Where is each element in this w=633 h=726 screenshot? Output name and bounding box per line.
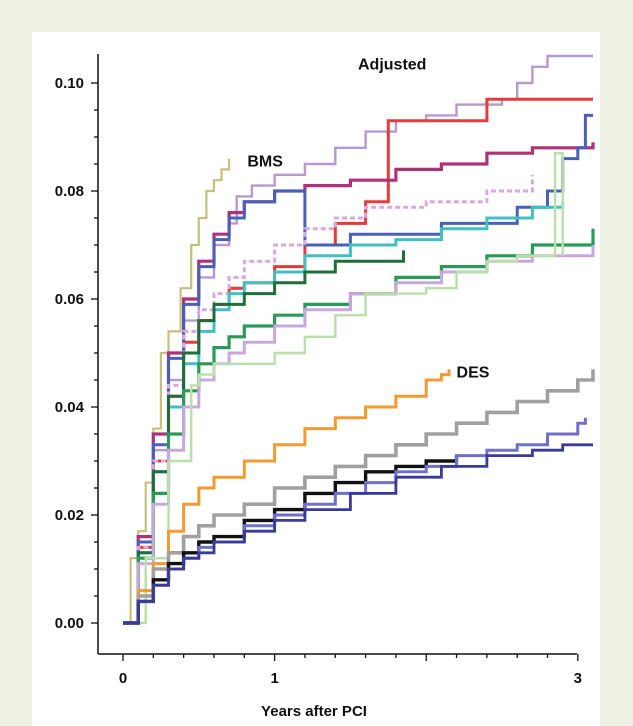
y-tick-label: 0.10 bbox=[55, 75, 84, 92]
series-line-bms-7 bbox=[123, 250, 405, 625]
x-tick-label: 0 bbox=[119, 670, 127, 687]
series-line-des-12 bbox=[123, 369, 595, 625]
series-line-bms-8 bbox=[123, 228, 595, 625]
series-line-des-15 bbox=[123, 443, 593, 625]
series-line-bms-10 bbox=[123, 152, 564, 625]
series-lines bbox=[123, 54, 595, 625]
series-line-bms-2 bbox=[123, 97, 593, 625]
y-tick-label: 0.06 bbox=[55, 291, 84, 308]
y-tick-label: 0.08 bbox=[55, 183, 84, 200]
annotation-bms: BMS bbox=[247, 154, 283, 171]
x-tick-label: 1 bbox=[270, 670, 278, 687]
annotation-adjusted: Adjusted bbox=[358, 57, 426, 74]
x-axis-label: Years after PCI bbox=[261, 703, 367, 720]
annotation-des: DES bbox=[457, 364, 490, 381]
x-axis-ticks: 0 1 3 bbox=[119, 654, 582, 687]
kaplan-meier-chart: 0.00 0.02 0.04 0.06 0.08 0.10 0 1 3 Adjusted BMS… bbox=[55, 54, 595, 720]
series-line-bms-3 bbox=[123, 142, 595, 625]
y-tick-label: 0.04 bbox=[55, 399, 85, 416]
series-line-des-13 bbox=[123, 455, 459, 625]
y-tick-label: 0.02 bbox=[55, 507, 84, 524]
series-line-bms-0 bbox=[123, 158, 231, 625]
y-axis-ticks: 0.00 0.02 0.04 0.06 0.08 0.10 bbox=[55, 75, 98, 632]
series-line-bms-4 bbox=[123, 113, 593, 625]
series-line-bms-9 bbox=[123, 245, 595, 625]
y-tick-label: 0.00 bbox=[55, 615, 84, 632]
x-tick-label: 3 bbox=[574, 670, 582, 687]
annotations: Adjusted BMS DES bbox=[247, 57, 489, 382]
chart-panel: 0.00 0.02 0.04 0.06 0.08 0.10 0 1 3 Adjusted BMS… bbox=[32, 32, 600, 726]
